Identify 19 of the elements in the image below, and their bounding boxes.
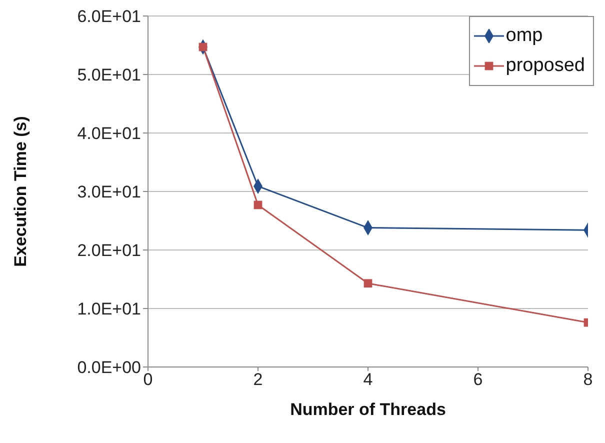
y-tick-label: 6.0E+01 bbox=[77, 7, 141, 26]
point bbox=[198, 42, 208, 52]
y-axis-title: Execution Time (s) bbox=[11, 116, 30, 267]
y-tick-label: 5.0E+01 bbox=[77, 66, 141, 85]
x-tick-label: 0 bbox=[143, 370, 153, 390]
x-axis-title: Number of Threads bbox=[290, 400, 446, 419]
x-tick-label: 6 bbox=[473, 370, 483, 390]
y-tick-label: 2.0E+01 bbox=[77, 241, 141, 260]
x-tick-label: 2 bbox=[253, 370, 263, 390]
y-tick-label: 1.0E+01 bbox=[77, 300, 141, 319]
x-tick-label: 8 bbox=[583, 370, 593, 390]
y-tick-label: 3.0E+01 bbox=[77, 182, 141, 202]
y-tick-label: 0.0E+00 bbox=[77, 358, 141, 378]
legend-label: omp bbox=[506, 25, 543, 47]
point bbox=[364, 279, 372, 288]
y-tick-label: 4.0E+01 bbox=[77, 124, 141, 144]
point bbox=[254, 200, 262, 210]
x-tick-label: 4 bbox=[363, 370, 373, 390]
legend-label: proposed bbox=[506, 55, 585, 77]
